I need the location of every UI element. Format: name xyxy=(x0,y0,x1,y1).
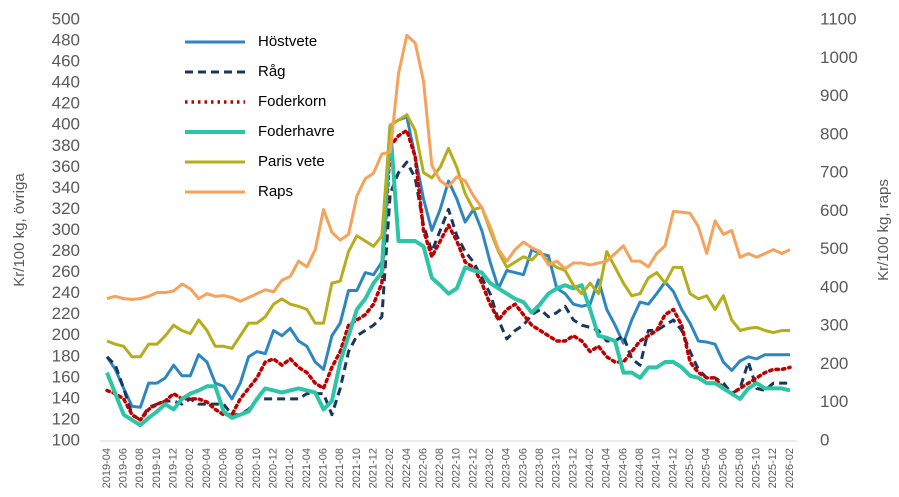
x-tick-label: 2023-02 xyxy=(484,448,496,488)
y-tick-label: 440 xyxy=(52,73,80,92)
x-tick-label: 2022-06 xyxy=(417,448,429,488)
series-line xyxy=(106,33,791,303)
x-tick-label: 2019-06 xyxy=(118,448,130,488)
x-tick-label: 2022-02 xyxy=(384,448,396,488)
legend-label: Foderkorn xyxy=(258,93,326,110)
y-axis-label: Kr/100 kg, övriga xyxy=(11,173,28,287)
x-tick-label: 2023-12 xyxy=(567,448,579,488)
x-tick-label: 2024-02 xyxy=(584,448,596,488)
x-tick-label: 2021-10 xyxy=(351,448,363,488)
y-tick-label: 260 xyxy=(52,262,80,281)
y-tick-label: 200 xyxy=(52,325,80,344)
x-tick-label: 2019-10 xyxy=(151,448,163,488)
x-tick-label: 2025-08 xyxy=(734,448,746,488)
x-tick-label: 2026-02 xyxy=(784,448,796,488)
x-tick-label: 2025-04 xyxy=(701,448,713,488)
x-tick-label: 2020-02 xyxy=(184,448,196,488)
x-tick-label: 2020-06 xyxy=(218,448,230,488)
x-tick-label: 2022-10 xyxy=(451,448,463,488)
y2-tick-label: 500 xyxy=(820,239,848,258)
x-tick-label: 2024-06 xyxy=(617,448,629,488)
legend-label: Höstvete xyxy=(258,33,317,50)
y-tick-label: 380 xyxy=(52,136,80,155)
y-tick-label: 360 xyxy=(52,157,80,176)
y2-tick-label: 400 xyxy=(820,277,848,296)
series-line xyxy=(105,128,792,422)
y2-tick-label: 300 xyxy=(820,316,848,335)
y2-tick-label: 100 xyxy=(820,392,848,411)
y-tick-label: 420 xyxy=(52,94,80,113)
x-tick-label: 2021-06 xyxy=(317,448,329,488)
y2-axis-label: Kr/100 kg, raps xyxy=(875,179,892,281)
x-tick-label: 2021-12 xyxy=(367,448,379,488)
y-tick-label: 100 xyxy=(52,430,80,449)
legend-label: Paris vete xyxy=(258,153,325,170)
x-tick-label: 2022-04 xyxy=(401,448,413,488)
x-tick-label: 2021-08 xyxy=(334,448,346,488)
y2-tick-label: 600 xyxy=(820,201,848,220)
x-tick-label: 2019-08 xyxy=(134,448,146,488)
x-tick-label: 2023-04 xyxy=(501,448,513,488)
y-tick-label: 320 xyxy=(52,199,80,218)
x-tick-label: 2019-12 xyxy=(168,448,180,488)
x-tick-label: 2022-08 xyxy=(434,448,446,488)
legend-label: Raps xyxy=(258,183,293,200)
y-tick-label: 220 xyxy=(52,304,80,323)
y-tick-label: 300 xyxy=(52,220,80,239)
y-tick-label: 400 xyxy=(52,115,80,134)
y2-tick-label: 900 xyxy=(820,86,848,105)
legend-label: Råg xyxy=(258,63,286,80)
y2-tick-label: 200 xyxy=(820,354,848,373)
y-tick-label: 280 xyxy=(52,241,80,260)
y-tick-label: 480 xyxy=(52,31,80,50)
series-line xyxy=(106,113,790,359)
y-tick-label: 240 xyxy=(52,283,80,302)
x-tick-label: 2020-12 xyxy=(267,448,279,488)
legend-label: Foderhavre xyxy=(258,123,335,140)
series-line xyxy=(105,160,790,422)
x-tick-label: 2024-04 xyxy=(601,448,613,488)
y-tick-label: 120 xyxy=(52,409,80,428)
x-tick-label: 2019-04 xyxy=(101,448,113,488)
series-line xyxy=(105,115,790,409)
x-tick-label: 2020-04 xyxy=(201,448,213,488)
y2-tick-label: 1000 xyxy=(820,48,858,67)
x-tick-label: 2025-10 xyxy=(751,448,763,488)
x-tick-label: 2022-12 xyxy=(467,448,479,488)
y-tick-label: 180 xyxy=(52,346,80,365)
y-tick-label: 460 xyxy=(52,52,80,71)
x-tick-label: 2024-08 xyxy=(634,448,646,488)
x-tick-label: 2021-02 xyxy=(284,448,296,488)
y-tick-label: 500 xyxy=(52,9,80,28)
y-tick-label: 340 xyxy=(52,178,80,197)
x-tick-label: 2020-08 xyxy=(234,448,246,488)
x-tick-label: 2023-10 xyxy=(551,448,563,488)
x-tick-label: 2025-12 xyxy=(767,448,779,488)
x-tick-label: 2024-10 xyxy=(651,448,663,488)
x-tick-label: 2020-10 xyxy=(251,448,263,488)
x-tick-label: 2025-06 xyxy=(717,448,729,488)
x-tick-label: 2023-08 xyxy=(534,448,546,488)
y-tick-label: 160 xyxy=(52,367,80,386)
x-tick-label: 2024-12 xyxy=(667,448,679,488)
x-tick-label: 2023-06 xyxy=(517,448,529,488)
y2-tick-label: 0 xyxy=(820,430,829,449)
y2-tick-label: 1100 xyxy=(820,9,857,28)
x-tick-label: 2025-02 xyxy=(684,448,696,488)
x-tick-label: 2021-04 xyxy=(301,448,313,488)
y-tick-label: 140 xyxy=(52,388,80,407)
y2-tick-label: 700 xyxy=(820,163,848,182)
series-line xyxy=(105,125,791,428)
y2-tick-label: 800 xyxy=(820,124,848,143)
